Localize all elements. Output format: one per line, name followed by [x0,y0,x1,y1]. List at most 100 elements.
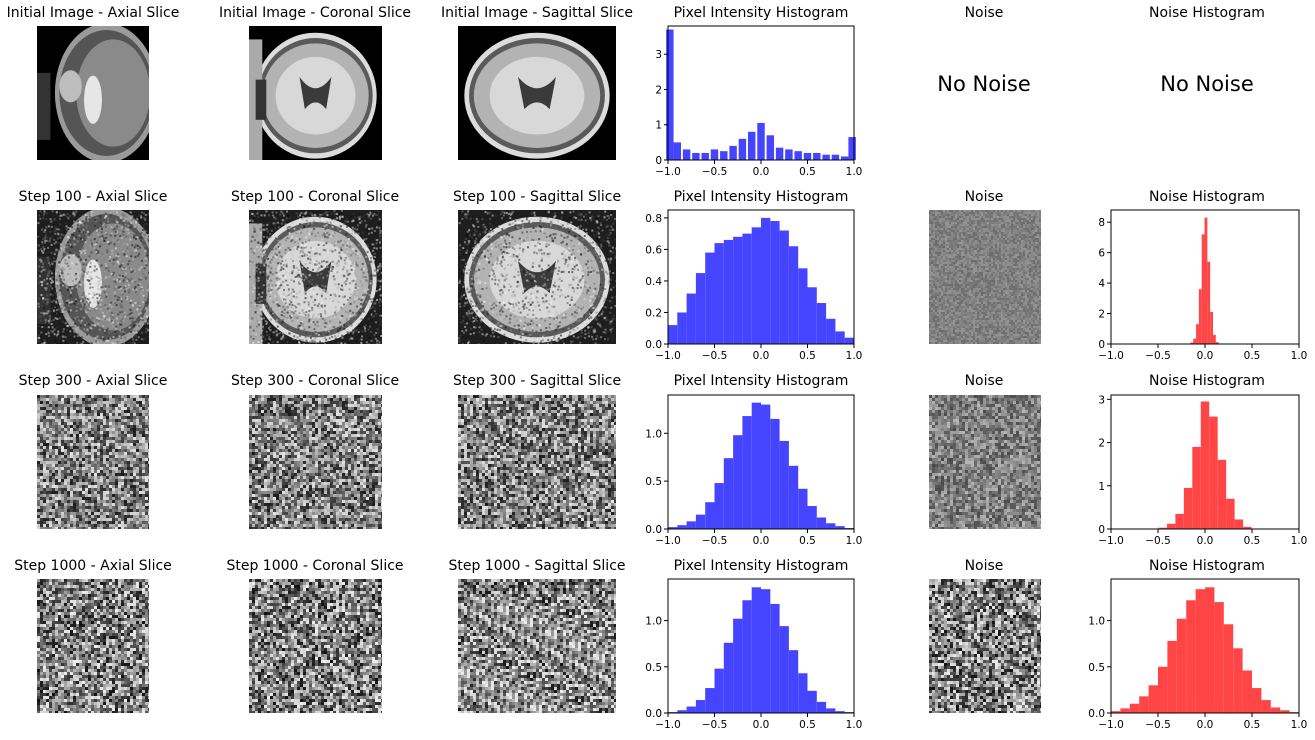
histogram-bar [673,142,682,160]
histogram-bar [677,710,687,713]
sagittal-slice-title: Step 100 - Sagittal Slice [453,189,621,205]
coronal-slice-image [249,26,382,160]
x-tick-label: 1.0 [846,535,862,547]
y-tick-label: 0.0 [645,339,662,351]
histogram-bar [798,268,808,344]
histogram-bar [798,488,808,529]
histogram-bar [1200,401,1210,529]
histogram-bar [677,525,687,529]
x-tick-label: −0.5 [702,535,728,547]
histogram-bar [770,221,780,344]
histogram-bar [1204,217,1208,344]
histogram-bar [770,418,780,529]
x-tick-label: −1.0 [655,166,681,178]
histogram-bar [803,152,812,160]
sagittal-slice-image [458,579,616,713]
histogram-bar [692,152,700,160]
histogram-bar [668,527,678,529]
histogram-bar [733,435,743,529]
histogram-bar [751,402,761,529]
y-tick-label: 3 [655,49,662,61]
x-tick-label: 1.0 [1291,719,1307,731]
x-tick-label: 0.0 [753,350,770,362]
x-tick-label: 1.0 [846,719,862,731]
axial-slice-title: Step 1000 - Axial Slice [14,558,172,574]
x-tick-label: −0.5 [1145,350,1171,362]
histogram-bar [807,690,817,713]
histogram-bar [1214,602,1224,713]
histogram-bar [723,642,734,713]
y-tick-label: 0.0 [1088,708,1105,720]
histogram-bar [835,711,845,713]
histogram-bar [826,708,836,713]
histogram-chart: −1.0 −0.5 0.0 0.5 1.0 0 1 2 3 [1098,394,1307,547]
noise-histogram-title: Noise Histogram [1149,5,1265,21]
histogram-chart: −1.0 −0.5 0.0 0.5 1.0 0.0 0.5 1.0 [645,394,862,547]
x-tick-label: −1.0 [655,535,681,547]
histogram-bar [794,151,802,160]
histogram-bar [1111,711,1121,713]
noise-title: Noise [965,189,1004,205]
histogram-bar [1167,640,1177,713]
x-tick-label: 0.5 [1244,350,1261,362]
histogram-bar [1183,487,1193,529]
histogram-bar [761,589,771,713]
histogram-bar [751,227,761,344]
histogram-chart: −1.0 −0.5 0.0 0.5 1.0 0.0 0.5 1.0 [1088,578,1307,731]
y-tick-label: 0.8 [645,213,662,225]
y-tick-label: 2 [1098,438,1105,450]
histogram-bar [840,156,849,160]
histogram-bar [723,458,734,529]
axial-slice-image [37,579,149,713]
histogram-bar [1201,234,1205,344]
noise-title: Noise [965,5,1004,21]
coronal-slice-image [249,210,382,344]
histogram-bar [1212,334,1216,344]
y-tick-label: 0.5 [1088,662,1105,674]
axial-slice-image [37,395,149,529]
histogram-bar [757,122,765,160]
histogram-bar [1175,513,1184,529]
y-tick-label: 1.0 [1088,616,1105,628]
histogram-bar [788,650,799,713]
x-tick-label: 0.5 [799,535,816,547]
histogram-bar [1280,710,1290,713]
x-tick-label: 1.0 [846,166,862,178]
histogram-bar [1209,416,1218,529]
x-tick-label: 0.0 [1197,535,1214,547]
histogram-bar [770,603,780,713]
coronal-slice-title: Step 100 - Coronal Slice [231,189,399,205]
noise-image [929,395,1041,529]
histogram-bar [738,138,747,160]
histogram-bar [729,145,737,160]
histogram-bar [733,618,743,713]
histogram-bar [779,626,789,713]
histogram-bar [733,236,743,344]
x-tick-label: −1.0 [655,719,681,731]
axial-slice-image [37,26,149,160]
histogram-bar [1166,523,1176,529]
histogram-bar [788,246,799,344]
histogram-chart: −1.0 −0.5 0.0 0.5 1.0 0 2 4 6 8 [1098,209,1307,362]
x-tick-label: 0.5 [1244,535,1261,547]
sagittal-slice-image [458,395,616,529]
axial-slice-image [37,210,149,344]
histogram-bar [1190,342,1194,344]
y-tick-label: 0 [655,155,662,167]
x-tick-label: −1.0 [655,350,681,362]
histogram-bar [1139,696,1149,713]
histogram-bar [831,154,840,160]
pixel-histogram-title: Pixel Intensity Histogram [674,373,849,389]
histogram-bar [779,230,789,344]
histogram-bar [785,149,793,160]
histogram-bar [798,673,808,713]
histogram-bar [686,706,696,713]
histogram-bar [775,147,784,160]
histogram-bar [668,325,678,344]
noise-image [929,579,1041,713]
histogram-bar [695,273,706,344]
histogram-bar [751,587,761,713]
pixel-histogram-title: Pixel Intensity Histogram [674,5,849,21]
histogram-bar [1196,324,1199,344]
histogram-bar [761,404,771,529]
